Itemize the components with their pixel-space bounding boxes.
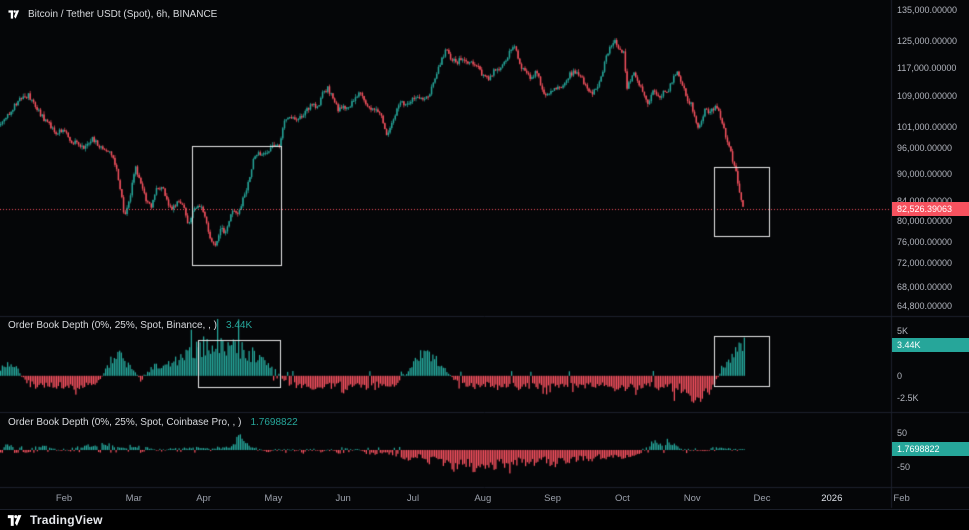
time-axis-label: Dec (753, 493, 771, 504)
time-axis-label: Feb (55, 493, 73, 504)
indicator-value-coinbase: 1.7698822 (250, 417, 298, 428)
footer-brand-label: TradingView (30, 513, 103, 527)
time-axis-label: May (264, 493, 283, 504)
time-axis-label: Mar (125, 493, 142, 504)
time-axis-label: 2026 (821, 493, 843, 504)
orderbook-coinbase-legend[interactable]: Order Book Depth (0%, 25%, Spot, Coinbas… (8, 417, 298, 428)
tradingview-logo-icon (8, 7, 22, 21)
orderbook-binance-legend[interactable]: Order Book Depth (0%, 25%, Spot, Binance… (8, 320, 252, 331)
tradingview-logo[interactable]: TradingView (7, 513, 103, 527)
indicator-value-binance: 3.44K (226, 320, 253, 331)
footer: TradingView (0, 509, 969, 530)
time-axis-label: Jun (335, 493, 351, 504)
tradingview-logo-icon (7, 514, 22, 526)
time-axis-label: Jul (406, 493, 420, 504)
symbol-title: Bitcoin / Tether USDt (Spot), 6h, BINANC… (28, 8, 218, 20)
last-price-badge: 82,526.39063 (892, 201, 969, 216)
time-axis-label: Oct (615, 493, 630, 504)
binance-depth-value-badge: 3.44K (892, 337, 969, 352)
time-axis-label: Feb (893, 493, 910, 504)
coinbase-depth-value-badge: 1.7698822 (892, 442, 969, 457)
time-axis-label: Nov (683, 493, 701, 504)
time-axis[interactable]: Feb Mar Apr May Jun Jul Aug Sep Oct Nov Dec 2026 Feb (0, 488, 969, 508)
time-axis-label: Aug (474, 493, 492, 504)
time-axis-label: Apr (196, 493, 211, 504)
indicator-title-binance: Order Book Depth (0%, 25%, Spot, Binance… (8, 320, 217, 331)
indicator-title-coinbase: Order Book Depth (0%, 25%, Spot, Coinbas… (8, 417, 242, 428)
time-axis-label: Sep (544, 493, 562, 504)
main-symbol-legend[interactable]: Bitcoin / Tether USDt (Spot), 6h, BINANC… (8, 7, 217, 21)
